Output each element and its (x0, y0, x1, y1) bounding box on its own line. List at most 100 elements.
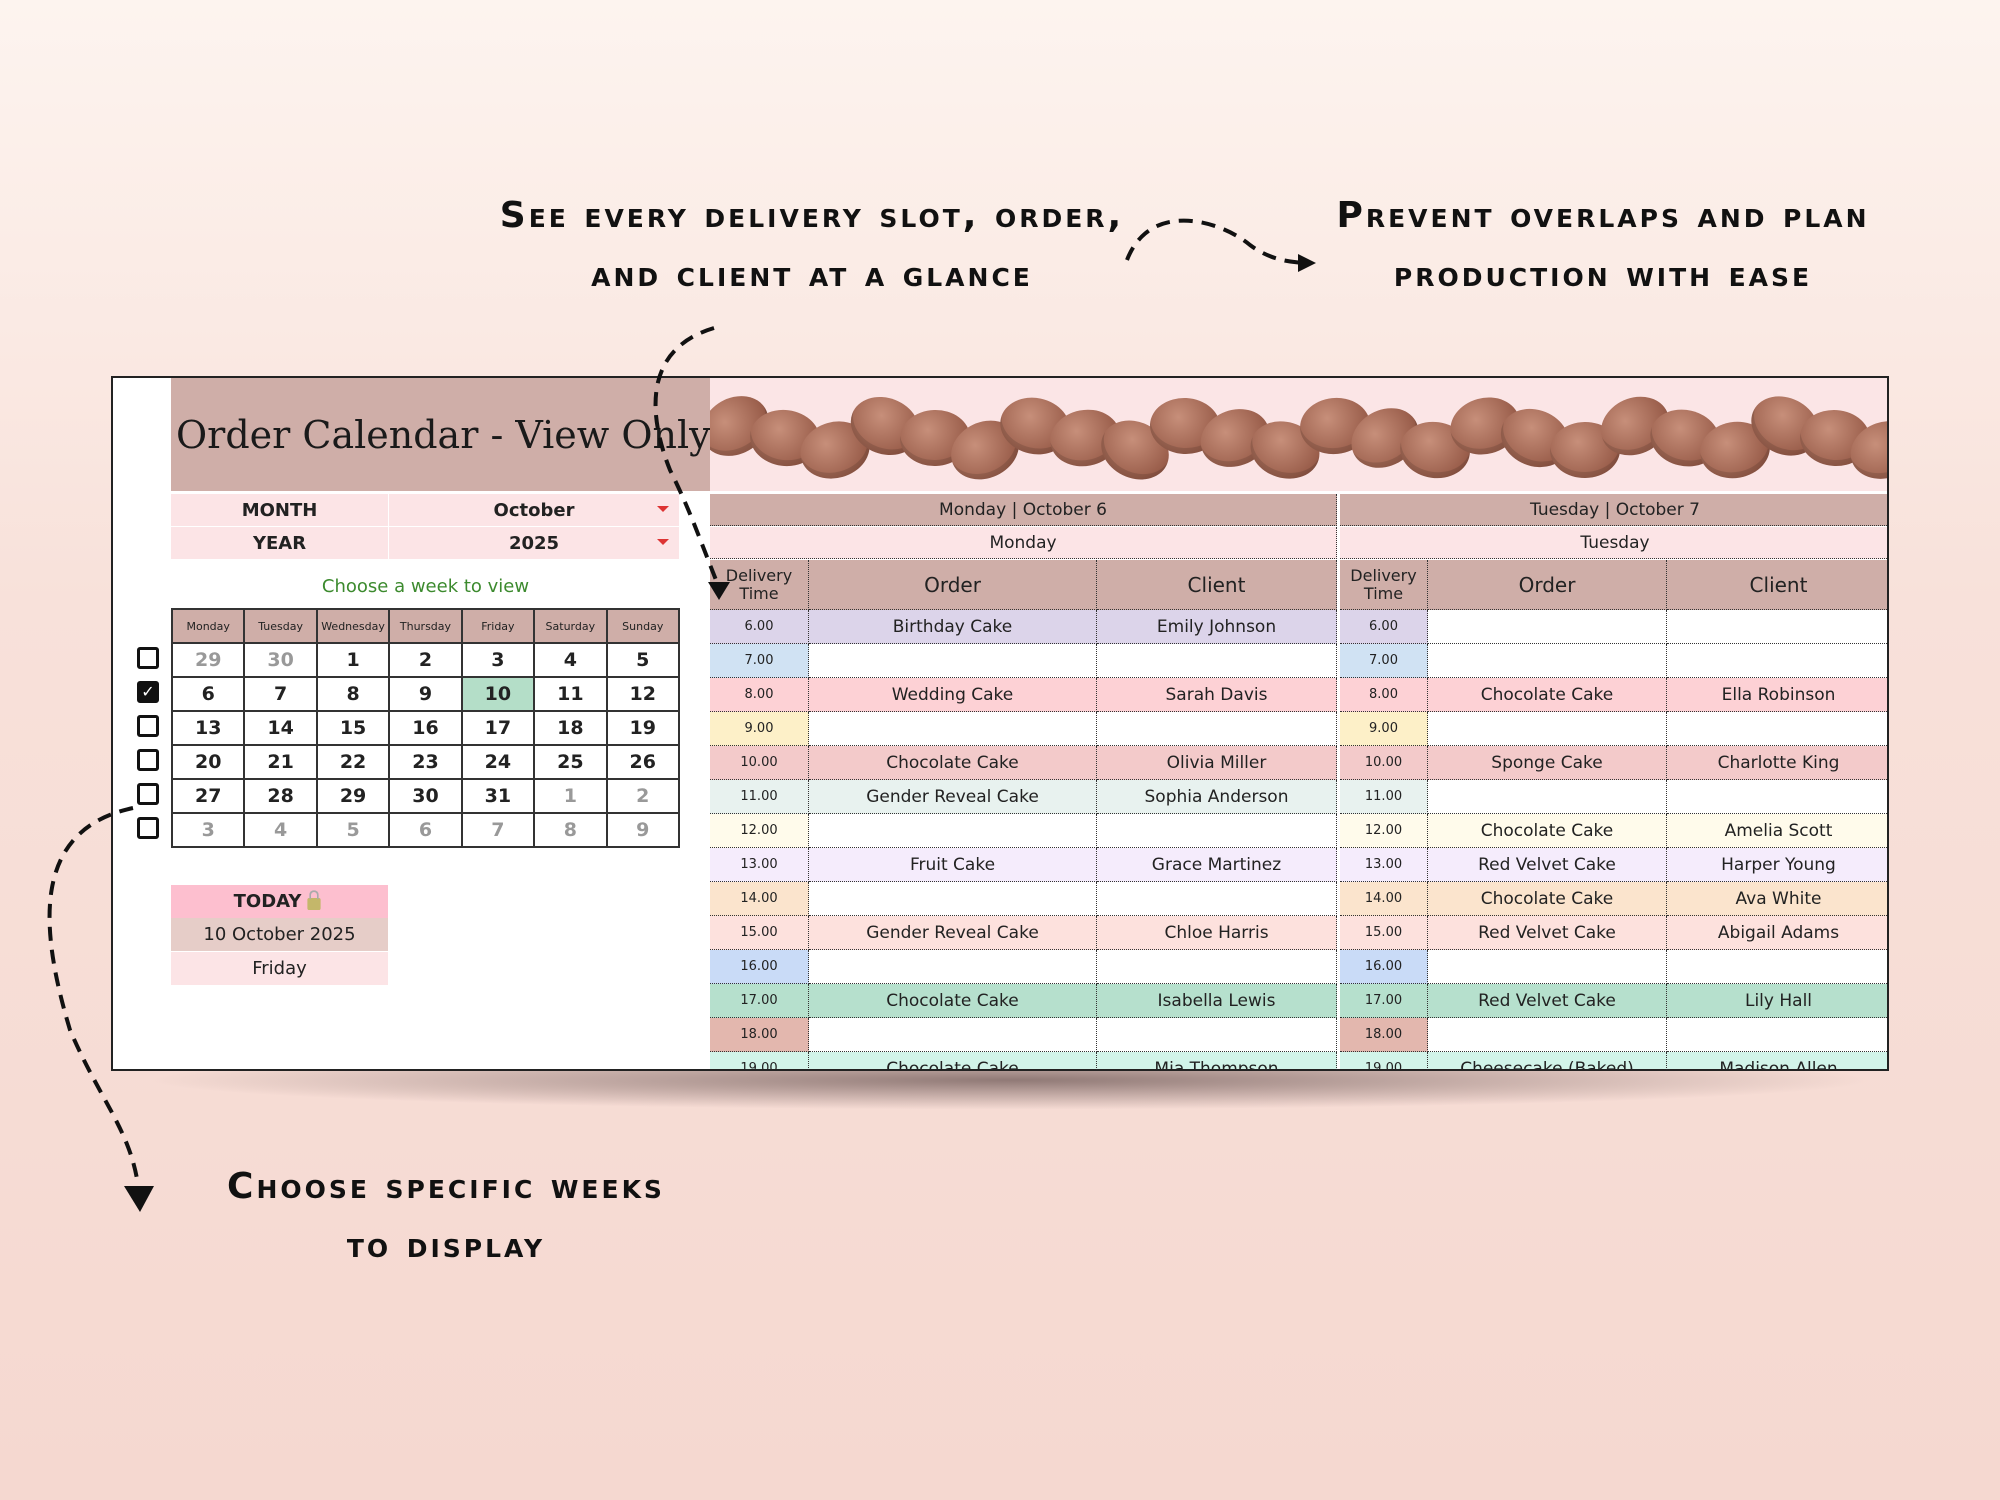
order-cell[interactable]: Red Velvet Cake (1428, 984, 1667, 1018)
client-cell[interactable]: Chloe Harris (1097, 916, 1337, 950)
client-cell[interactable] (1097, 950, 1337, 984)
order-cell[interactable]: Fruit Cake (809, 848, 1097, 882)
order-cell[interactable]: Birthday Cake (809, 610, 1097, 644)
choose-week-hint: Choose a week to view (321, 576, 530, 597)
client-cell[interactable] (1097, 1018, 1337, 1052)
client-cell[interactable]: Grace Martinez (1097, 848, 1337, 882)
client-cell[interactable] (1667, 780, 1887, 814)
month-label: MONTH (171, 494, 388, 526)
client-cell[interactable] (1667, 610, 1887, 644)
order-cell[interactable] (1428, 712, 1667, 746)
order-cell[interactable]: Chocolate Cake (809, 984, 1097, 1018)
client-cell[interactable]: Mia Thompson (1097, 1052, 1337, 1069)
delivery-time: 10.00 (710, 746, 809, 780)
calendar-day: 17 (460, 710, 536, 746)
today-label: TODAY (171, 885, 388, 918)
client-cell[interactable] (1667, 950, 1887, 984)
client-cell[interactable]: Amelia Scott (1667, 814, 1887, 848)
client-cell[interactable]: Olivia Miller (1097, 746, 1337, 780)
month-select[interactable]: October (389, 494, 679, 526)
calendar-day: 10 (460, 676, 536, 712)
client-cell[interactable]: Emily Johnson (1097, 610, 1337, 644)
annotation-line: production with ease (1393, 254, 1813, 295)
order-cell[interactable] (809, 950, 1097, 984)
order-cell[interactable]: Red Velvet Cake (1428, 848, 1667, 882)
client-cell[interactable]: Lily Hall (1667, 984, 1887, 1018)
client-cell[interactable]: Ella Robinson (1667, 678, 1887, 712)
delivery-time: 17.00 (1340, 984, 1428, 1018)
client-cell[interactable]: Charlotte King (1667, 746, 1887, 780)
order-cell[interactable] (809, 644, 1097, 678)
order-cell[interactable] (809, 814, 1097, 848)
order-cell[interactable]: Chocolate Cake (809, 746, 1097, 780)
delivery-time: 19.00 (1340, 1052, 1428, 1069)
client-cell[interactable] (1667, 1018, 1887, 1052)
today-date: 10 October 2025 (171, 918, 388, 951)
order-cell[interactable] (809, 882, 1097, 916)
delivery-time: 18.00 (1340, 1018, 1428, 1052)
client-cell[interactable]: Sophia Anderson (1097, 780, 1337, 814)
client-cell[interactable]: Harper Young (1667, 848, 1887, 882)
annotation-line: Prevent overlaps and plan (1336, 195, 1870, 236)
calendar-day: 15 (315, 710, 391, 746)
order-cell[interactable]: Chocolate Cake (1428, 882, 1667, 916)
calendar-day: 4 (243, 812, 318, 848)
client-cell[interactable] (1667, 644, 1887, 678)
order-cell[interactable] (1428, 1018, 1667, 1052)
client-cell[interactable] (1097, 712, 1337, 746)
year-value: 2025 (508, 532, 560, 554)
lock-icon (307, 889, 321, 910)
order-cell[interactable]: Gender Reveal Cake (809, 916, 1097, 950)
order-cell[interactable]: Red Velvet Cake (1428, 916, 1667, 950)
order-cell[interactable] (809, 1018, 1097, 1052)
client-cell[interactable] (1097, 644, 1337, 678)
order-cell[interactable] (1428, 610, 1667, 644)
order-cell[interactable]: Chocolate Cake (1428, 814, 1667, 848)
week-checkbox[interactable] (137, 647, 159, 669)
weekday-header: Monday (170, 608, 246, 644)
calendar-day: 1 (315, 642, 391, 678)
annotation-line: Choose specific weeks (227, 1166, 665, 1207)
week-checkbox[interactable] (137, 817, 159, 839)
order-cell[interactable]: Chocolate Cake (809, 1052, 1097, 1069)
calendar-day: 25 (533, 744, 608, 780)
order-cell[interactable] (1428, 780, 1667, 814)
calendar-day: 26 (605, 744, 681, 780)
client-cell[interactable] (1097, 814, 1337, 848)
order-cell[interactable]: Wedding Cake (809, 678, 1097, 712)
client-cell[interactable]: Madison Allen (1667, 1052, 1887, 1069)
client-cell[interactable] (1097, 882, 1337, 916)
year-select[interactable]: 2025 (389, 527, 679, 559)
week-checkbox[interactable] (137, 783, 159, 805)
client-cell[interactable]: Abigail Adams (1667, 916, 1887, 950)
delivery-time: 7.00 (1340, 644, 1428, 678)
order-cell[interactable] (1428, 644, 1667, 678)
col-header-client: Client (1097, 560, 1337, 610)
calendar-day: 5 (315, 812, 391, 848)
client-cell[interactable]: Isabella Lewis (1097, 984, 1337, 1018)
order-cell[interactable] (809, 712, 1097, 746)
week-checkbox[interactable] (137, 715, 159, 737)
calendar-day: 3 (460, 642, 536, 678)
order-cell[interactable]: Chocolate Cake (1428, 678, 1667, 712)
order-cell[interactable] (1428, 950, 1667, 984)
delivery-time: 18.00 (710, 1018, 809, 1052)
order-cell[interactable]: Sponge Cake (1428, 746, 1667, 780)
week-checkbox[interactable]: ✓ (137, 681, 159, 703)
client-cell[interactable]: Sarah Davis (1097, 678, 1337, 712)
client-cell[interactable]: Ava White (1667, 882, 1887, 916)
order-cell[interactable]: Gender Reveal Cake (809, 780, 1097, 814)
calendar-day: 31 (460, 778, 536, 814)
calendar-day: 19 (605, 710, 681, 746)
client-cell[interactable] (1667, 712, 1887, 746)
calendar-day: 30 (388, 778, 463, 814)
day-header: Tuesday | October 7 (1340, 494, 1887, 526)
week-checkbox[interactable] (137, 749, 159, 771)
sheet-title-text: Order Calendar - View Only (176, 412, 711, 457)
col-header-order: Order (1428, 560, 1667, 610)
dropdown-arrow-icon[interactable] (657, 539, 669, 545)
dropdown-arrow-icon[interactable] (657, 506, 669, 512)
order-cell[interactable]: Cheesecake (Baked) (1428, 1052, 1667, 1069)
calendar-day: 30 (243, 642, 318, 678)
calendar-day: 27 (170, 778, 246, 814)
